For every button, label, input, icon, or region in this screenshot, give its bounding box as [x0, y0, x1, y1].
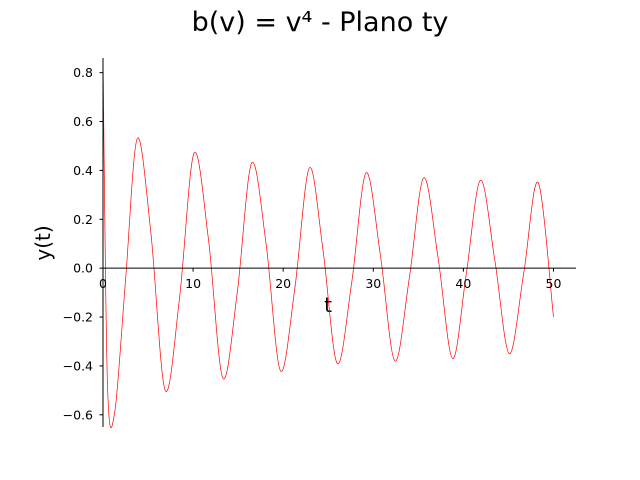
y-tick-label: −0.4: [63, 358, 93, 373]
plot-area: [102, 57, 554, 428]
x-tick-label: 0: [99, 276, 107, 291]
y-axis-title: y(t): [31, 225, 55, 260]
y-tick-label: 0.2: [73, 212, 93, 227]
x-tick-label: 10: [185, 276, 201, 291]
x-tick-label: 50: [546, 276, 562, 291]
y-tick-label: −0.6: [63, 407, 93, 422]
x-tick-label: 40: [455, 276, 471, 291]
x-axis-title: t: [324, 293, 332, 317]
y-tick-label: 0.8: [73, 65, 93, 80]
x-tick-label: 20: [275, 276, 291, 291]
y-tick-label: 0.0: [73, 261, 93, 276]
chart-title: b(v) = v⁴ - Plano ty: [192, 7, 449, 38]
y-tick-label: −0.2: [63, 310, 93, 325]
axes: 0 10 20 30 40 50 −0.6 −0.4 −0.2 0.0 0.2 0.4 0.6 0.8: [63, 58, 576, 427]
series-line-0: [102, 57, 554, 428]
y-tick-label: 0.6: [73, 114, 93, 129]
y-tick-label: 0.4: [73, 163, 93, 178]
x-tick-label: 30: [365, 276, 381, 291]
